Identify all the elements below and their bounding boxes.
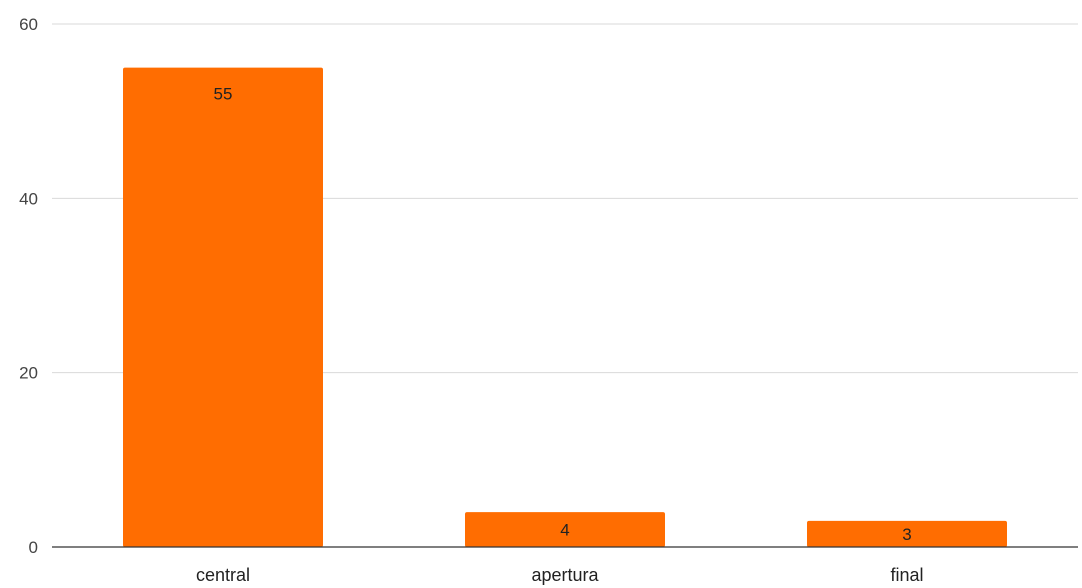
y-tick-label: 20 [19,364,38,383]
y-tick-label: 40 [19,189,38,208]
data-label: 4 [560,521,569,540]
x-tick-label: central [196,565,250,585]
data-label: 3 [902,525,911,544]
data-label: 55 [214,85,233,104]
data-labels: 55 4 3 [214,85,912,544]
x-tick-label: final [890,565,923,585]
y-tick-label: 60 [19,15,38,34]
bar-final [807,520,1007,547]
x-axis-labels: central apertura final [196,565,924,585]
bar-apertura [465,512,665,547]
bars [123,67,1007,547]
y-tick-label: 0 [29,538,38,557]
bar-central [123,67,323,547]
x-tick-label: apertura [531,565,599,585]
y-axis-ticks: 0 20 40 60 [19,15,38,557]
